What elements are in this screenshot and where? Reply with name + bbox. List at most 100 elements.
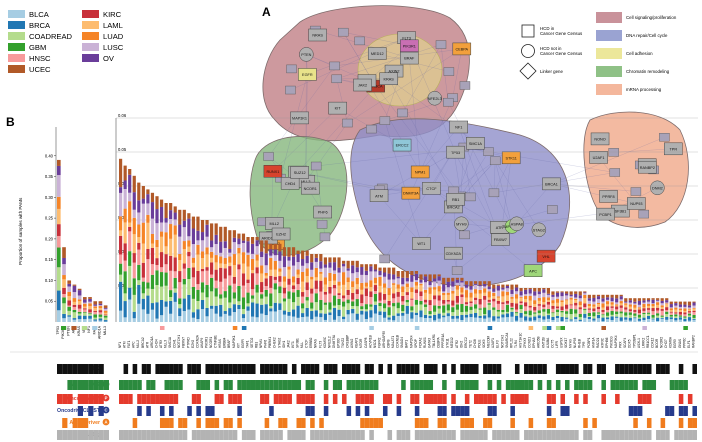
right-bar-erbb2 <box>310 254 314 322</box>
legend-shape-diamond: Linker gene <box>519 62 564 80</box>
right-x-label: ARID5B <box>537 336 541 348</box>
right-x-label: NCOR1 <box>209 337 213 348</box>
right-x-label: PHF6 <box>264 340 268 348</box>
right-x-label: IDH1 <box>282 341 286 348</box>
network-node <box>459 230 470 240</box>
right-bar-pcbp1 <box>587 294 591 322</box>
right-bar-foxa2 <box>419 274 423 322</box>
network-node-mll2: MLL2 <box>265 217 284 230</box>
network-node-label: MYH9 <box>456 222 467 226</box>
right-bar-erbb4 <box>223 226 227 322</box>
right-bar-mll3 <box>164 203 168 322</box>
svg-text:GBM: GBM <box>29 43 46 52</box>
right-bar-axin2 <box>351 260 355 322</box>
network-node <box>659 133 670 142</box>
right-bar-atm <box>123 165 127 322</box>
network-node-label: JAK2 <box>358 84 367 88</box>
left-y-tick: 0.15 <box>45 257 54 262</box>
network-node <box>608 148 619 157</box>
right-bar-brca2 <box>141 186 145 322</box>
network-node-myh9: MYH9 <box>454 216 469 231</box>
network-node-ercc2: ERCC2 <box>392 138 412 152</box>
network-node-phf6: PHF6 <box>313 205 332 219</box>
network-node-label: MAP3K1 <box>292 116 307 120</box>
right-x-label: KIT <box>236 343 240 348</box>
cancer-legend-coadread: COADREAD <box>8 32 73 41</box>
right-bar-chd7 <box>665 298 669 322</box>
cancer-legend-blca: BLCA <box>8 10 50 19</box>
right-x-label: WT1 <box>291 341 295 348</box>
right-bar-chek2 <box>273 243 277 322</box>
right-bar-mtor <box>360 264 364 322</box>
network-node-cebpa: CEBPA <box>452 42 472 56</box>
right-x-label: HRAS <box>218 339 222 348</box>
network-node-label: VHL <box>542 255 549 259</box>
network-node-u2af1: U2AF1 <box>589 151 608 164</box>
network-node <box>310 161 322 171</box>
network-node-label: AXIN2 <box>389 70 400 74</box>
left-x-label: PIK3CA <box>61 325 65 338</box>
right-x-label: CDKN2A <box>195 334 199 348</box>
right-bar-cdkn2a <box>196 216 200 322</box>
right-bar-scaf4 <box>624 298 628 322</box>
network-node-label: CEBPA <box>456 48 469 52</box>
network-node-label: PIK3R1 <box>403 44 416 48</box>
network-node-label: APC <box>529 269 537 273</box>
right-x-label: CTNNB1 <box>214 335 218 348</box>
network-node-pten: PTEN <box>299 47 314 62</box>
left-bar-pten <box>67 280 72 322</box>
right-x-label: PCBP1 <box>587 337 591 348</box>
network-node-wt1: WT1 <box>412 237 431 250</box>
left-bar-arid1a <box>98 301 103 322</box>
right-bar-map3k4 <box>615 294 619 322</box>
right-x-label: BRCA2 <box>141 337 145 348</box>
left-bar-kras <box>77 288 82 322</box>
right-bar-runx1 <box>423 274 428 322</box>
network-node <box>451 266 463 275</box>
legend-category: DNA repair/Cell cycle <box>596 30 668 41</box>
right-bar-fat1 <box>128 169 132 322</box>
left-y-tick: 0.10 <box>45 278 54 283</box>
network-node-label: SMC1A <box>469 142 483 146</box>
right-x-label: MED12 <box>450 337 454 348</box>
track-mutsig: MutSig <box>57 430 697 440</box>
network-node-apc: APC <box>523 264 543 277</box>
left-bar-pik3ca <box>62 247 66 322</box>
right-bar-jak2 <box>287 247 291 322</box>
right-bar-rpl22 <box>510 284 514 322</box>
cancer-legend-luad: LUAD <box>82 32 124 41</box>
right-x-label: ERBB2 <box>309 337 313 348</box>
interaction-network: PIK3CAPTENAKT1MAP3K1AXIN2KITFLT3MED12PIK… <box>249 5 689 287</box>
network-node-label: PCBP1 <box>599 213 611 217</box>
network-node-label: ERCC2 <box>396 144 409 148</box>
right-x-label: ASXL1 <box>637 338 641 348</box>
right-x-label: ATR <box>145 341 149 348</box>
right-x-label: CDH1 <box>173 339 177 348</box>
right-x-label: RAD21 <box>596 337 600 348</box>
right-bar-fbxw7 <box>182 209 186 322</box>
network-node-chd4: CHD4 <box>280 177 300 190</box>
right-bar-gata3 <box>428 274 432 322</box>
network-node <box>443 67 455 76</box>
network-node-smc1a: SMC1A <box>466 137 485 150</box>
right-bar-notch1 <box>178 209 182 322</box>
cancer-marker <box>414 326 420 330</box>
right-x-label: SOX17 <box>564 337 568 348</box>
panel-a-label: A <box>262 5 271 19</box>
right-bar-taf1 <box>246 237 250 322</box>
right-x-label: TP53BP1 <box>632 334 636 348</box>
network-node-label: MLL2 <box>270 222 280 226</box>
right-x-label: CHD7 <box>664 339 668 348</box>
network-node-stk11: STK11 <box>501 151 521 165</box>
left-bar-mll3 <box>103 305 108 322</box>
right-x-label: SMARCA4 <box>505 332 509 348</box>
cancer-marker <box>369 326 374 330</box>
network-node-label: NCOR1 <box>304 187 317 191</box>
right-x-label: PIK3CG <box>610 336 614 348</box>
right-bar-sf3b1 <box>296 250 300 322</box>
right-x-label: MAP3K4 <box>614 335 618 348</box>
right-bar-pbrm1 <box>269 243 273 322</box>
right-x-label: CHEK2 <box>273 337 277 348</box>
right-x-label: RHEB <box>578 339 582 348</box>
left-bar-nf1 <box>88 297 92 322</box>
